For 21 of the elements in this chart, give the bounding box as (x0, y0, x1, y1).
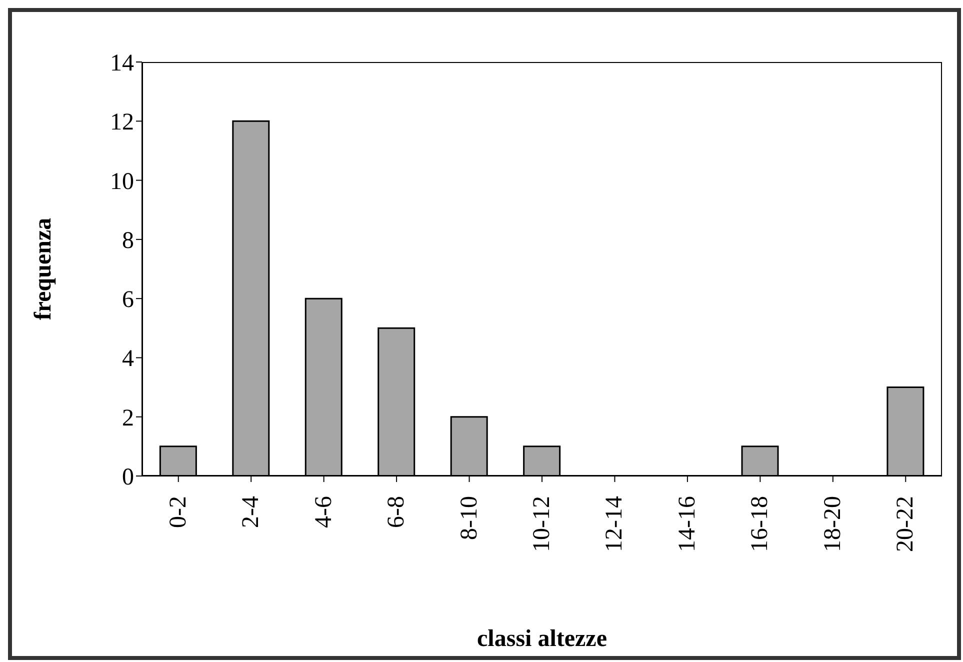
x-tick-label: 16-18 (747, 496, 774, 552)
y-tick-label: 6 (122, 287, 134, 314)
x-tick-label: 14-16 (674, 496, 700, 552)
y-tick-label: 0 (122, 464, 134, 491)
x-tick-label: 4-6 (310, 496, 337, 528)
x-axis-title: classi altezze (477, 626, 608, 652)
x-tick-label: 12-14 (602, 496, 628, 552)
y-tick-label: 10 (110, 168, 134, 195)
x-tick-label: 20-22 (892, 496, 919, 552)
x-tick-label: 2-4 (238, 496, 264, 528)
y-tick-label: 12 (110, 110, 134, 136)
y-tick-label: 8 (122, 228, 134, 254)
y-tick-label: 14 (110, 50, 134, 77)
y-tick-label: 4 (122, 346, 134, 372)
y-axis-title: frequenza (30, 218, 57, 320)
x-tick-label: 0-2 (165, 496, 192, 528)
x-tick-label: 8-10 (456, 496, 482, 540)
x-tick-label: 10-12 (529, 496, 555, 552)
x-tick-label: 18-20 (820, 496, 846, 552)
x-tick-label: 6-8 (384, 496, 410, 528)
y-tick-label: 2 (122, 405, 134, 432)
